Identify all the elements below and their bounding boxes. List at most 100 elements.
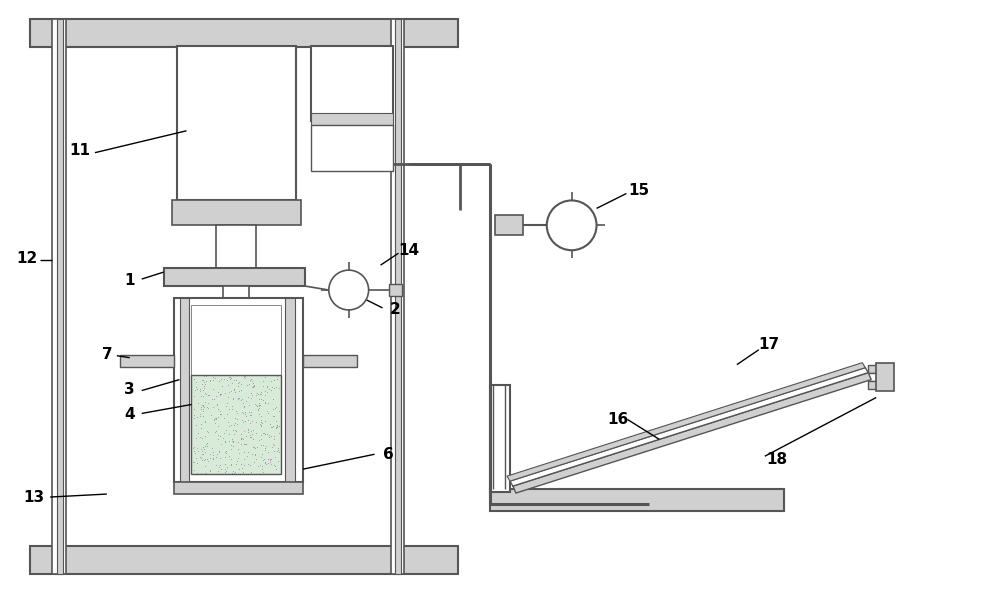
Point <box>198 376 214 386</box>
Bar <box>57 19 63 573</box>
Point <box>194 375 210 385</box>
Point <box>220 417 236 427</box>
Bar <box>30 546 458 573</box>
Point <box>228 407 244 416</box>
Point <box>216 428 232 438</box>
Point <box>257 458 273 468</box>
Point <box>234 415 250 425</box>
Bar <box>303 355 357 366</box>
Point <box>260 455 276 464</box>
Point <box>208 415 224 424</box>
Bar <box>52 19 66 573</box>
Point <box>247 399 263 408</box>
Point <box>188 378 204 387</box>
Point <box>212 390 228 399</box>
Point <box>226 468 242 477</box>
Point <box>254 419 270 428</box>
Point <box>266 434 282 444</box>
Bar <box>868 365 876 373</box>
Point <box>269 446 285 455</box>
Point <box>266 376 282 385</box>
Point <box>186 457 202 467</box>
Point <box>254 464 270 474</box>
Point <box>243 411 259 420</box>
Point <box>236 401 252 411</box>
Point <box>261 430 277 440</box>
Point <box>207 413 223 422</box>
Point <box>219 375 235 384</box>
Point <box>224 402 240 411</box>
Point <box>250 461 266 471</box>
Circle shape <box>329 270 369 310</box>
Point <box>222 374 238 384</box>
Point <box>194 449 210 458</box>
Point <box>223 454 239 463</box>
Point <box>224 468 240 478</box>
Point <box>268 382 284 391</box>
Point <box>212 431 228 441</box>
Point <box>213 464 229 474</box>
Text: 4: 4 <box>124 407 135 422</box>
Point <box>217 436 233 445</box>
Point <box>249 442 265 452</box>
Point <box>205 447 221 457</box>
Point <box>238 431 254 441</box>
Point <box>263 431 279 441</box>
Point <box>253 418 269 427</box>
Bar <box>391 19 404 573</box>
Point <box>239 451 255 461</box>
Point <box>227 387 243 396</box>
Point <box>257 390 273 399</box>
Bar <box>180 298 189 482</box>
Point <box>259 381 275 391</box>
Point <box>193 424 209 433</box>
Point <box>223 445 239 454</box>
Point <box>269 372 285 381</box>
Point <box>255 440 271 450</box>
Point <box>243 408 259 417</box>
Bar <box>285 298 295 482</box>
Point <box>204 444 220 453</box>
Point <box>251 409 267 419</box>
Point <box>198 372 214 381</box>
Bar <box>868 381 876 389</box>
Point <box>267 404 283 413</box>
Point <box>193 453 209 463</box>
Point <box>252 389 268 399</box>
Point <box>214 382 230 391</box>
Point <box>187 385 203 395</box>
Point <box>266 431 282 441</box>
Point <box>199 441 215 450</box>
Point <box>236 372 252 381</box>
Point <box>196 455 212 465</box>
Point <box>265 440 281 449</box>
Bar <box>490 489 784 511</box>
Point <box>254 449 270 458</box>
Point <box>258 460 274 469</box>
Point <box>227 413 243 422</box>
Point <box>253 430 269 440</box>
Point <box>197 379 213 389</box>
Bar <box>389 284 402 296</box>
Point <box>243 374 259 384</box>
Point <box>189 468 205 478</box>
Point <box>188 382 204 392</box>
Point <box>189 444 205 453</box>
Point <box>223 373 239 383</box>
Point <box>197 447 213 457</box>
Point <box>265 411 281 421</box>
Point <box>193 402 209 412</box>
Point <box>217 437 233 447</box>
Point <box>186 465 202 474</box>
Point <box>266 446 282 455</box>
Point <box>195 375 211 385</box>
Point <box>190 447 206 456</box>
Point <box>251 403 267 412</box>
Point <box>247 449 263 458</box>
Point <box>233 433 249 442</box>
Point <box>245 379 261 388</box>
Point <box>254 461 270 471</box>
Point <box>262 419 278 429</box>
Point <box>243 432 259 442</box>
Point <box>208 414 224 423</box>
